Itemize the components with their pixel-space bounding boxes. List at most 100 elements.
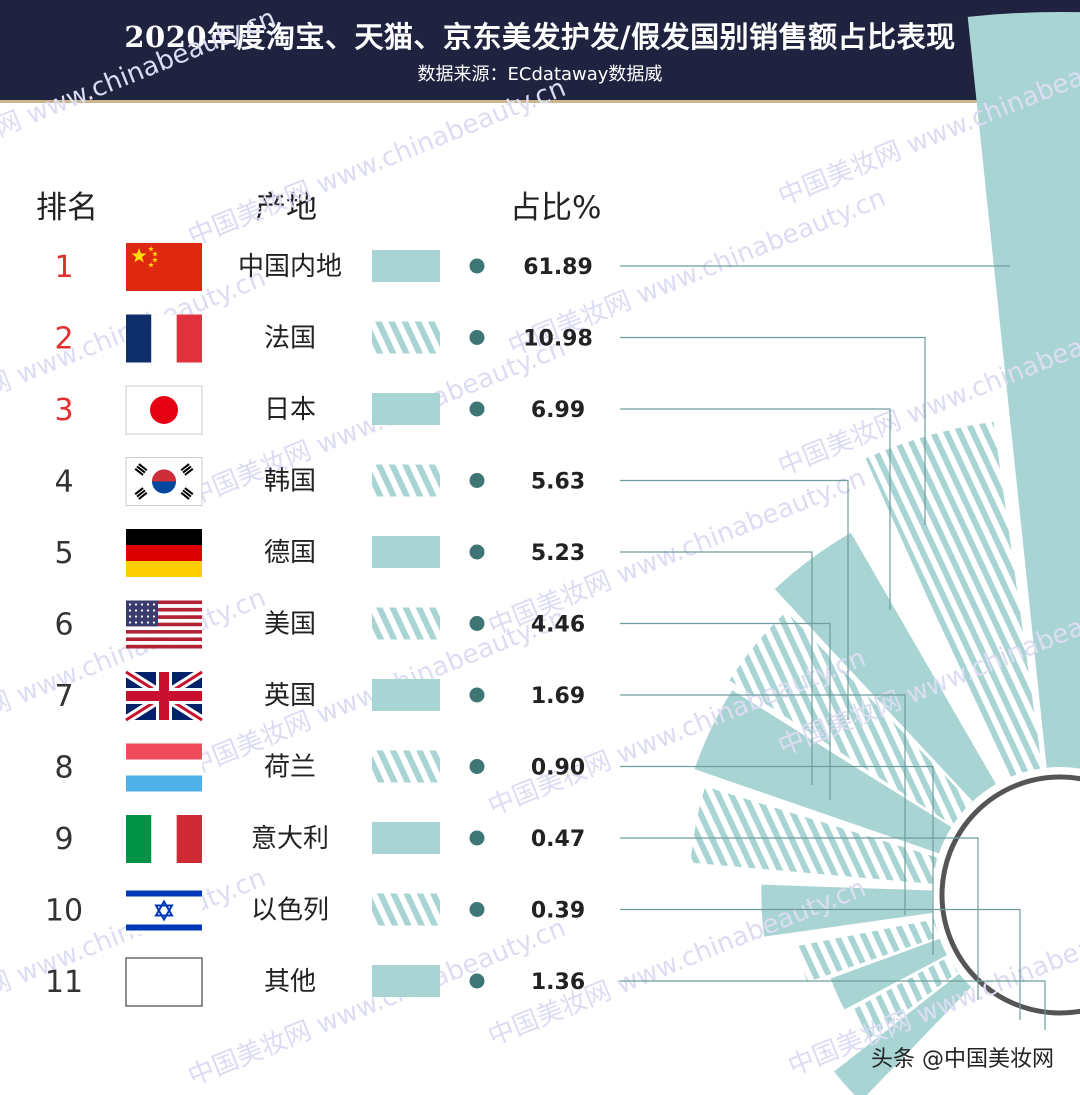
share-value: 10.98 [523,327,593,352]
watermark-text: 中国美妆网 www.chinabeauty.cn [184,73,570,252]
connector-line [620,479,849,720]
rank-label: 9 [54,822,73,857]
origin-label: 德国 [264,538,316,568]
header-divider [0,100,1080,103]
rank-label: 2 [54,322,73,357]
origin-label: 日本 [264,395,316,425]
rank-label: 1 [54,250,73,285]
share-value: 5.23 [531,541,585,566]
legend-swatch [372,893,440,926]
rank-label: 3 [54,393,73,428]
bullet-dot [469,973,485,989]
radial-sector [851,957,958,1039]
radial-sector [830,938,947,1010]
germany-flag-icon [126,529,202,577]
radial-sector [690,786,938,884]
korea-flag-icon [125,457,203,506]
japan-flag-icon [125,385,203,435]
legend-swatch [372,607,440,640]
origin-label: 韩国 [264,467,316,497]
connector-line [620,837,979,1000]
israel-flag-icon [126,886,202,935]
origin-label: 美国 [264,610,316,640]
share-value: 1.69 [531,684,585,709]
share-value: 0.47 [531,827,585,852]
connector-line [620,551,813,785]
share-value: 4.46 [531,613,585,638]
origin-label: 意大利 [251,824,329,854]
bullet-dot [469,902,485,917]
legend-swatch [372,822,440,854]
rank-label: 10 [45,894,83,929]
column-header-origin: 产地 [255,190,317,226]
radial-sector [729,611,972,826]
usa-flag-icon [126,600,202,649]
bullet-dot [469,687,485,703]
page-title: 2020年度淘宝、天猫、京东美发护发/假发国别销售额占比表现 [124,20,956,54]
radial-sector [967,12,1080,769]
watermark-text: 中国美妆网 www.chinabeauty.cn [0,3,280,182]
connector-line [620,408,891,610]
share-value: 0.90 [531,756,585,781]
legend-swatch [372,536,440,568]
bullet-dot [469,616,485,631]
netherlands-flag-icon [126,743,202,792]
rank-label: 8 [54,751,73,786]
china-flag-icon [126,243,202,291]
bullet-dot [469,830,485,846]
origin-label: 中国内地 [238,252,342,282]
column-header-rank: 排名 [36,190,98,226]
legend-swatch [372,393,440,425]
table-row: 11 其他 1.36 [45,957,585,1007]
share-value: 5.63 [531,470,585,495]
radial-sector [774,532,996,802]
radial-center [939,774,1080,1016]
data-source: 数据来源：ECdataway数据威 [417,64,663,85]
bullet-dot [469,759,485,774]
connector-line [620,694,906,915]
radial-sector [694,690,952,854]
header-bar [0,0,1080,100]
table-row: 10 以色列 0.39 [45,886,585,935]
bullet-dot [469,330,485,345]
italy-flag-icon [126,815,202,863]
bullet-dot [469,473,485,488]
column-header-share: 占比% [510,190,602,226]
legend-swatch [372,464,440,497]
connector-line [620,765,934,955]
table-row: 2 法国 10.98 [54,314,593,363]
connector-line [620,622,831,800]
table-row: 6 美国 4.46 [54,600,585,649]
rank-label: 6 [54,608,73,643]
origin-label: 荷兰 [264,753,316,783]
france-flag-icon [126,314,202,363]
table-row: 4 韩国 5.63 [54,457,585,506]
table-row: 3 日本 6.99 [54,385,585,435]
rank-label: 4 [54,465,73,500]
radial-sector [797,919,939,983]
origin-label: 其他 [264,967,316,997]
legend-swatch [372,679,440,711]
blank-flag-icon [125,957,203,1007]
table-row: 5 德国 5.23 [54,529,585,577]
origin-label: 法国 [264,324,316,354]
radial-sector [761,884,934,937]
share-value: 61.89 [523,255,593,280]
table-row: 8 荷兰 0.90 [54,743,585,792]
legend-swatch [372,750,440,783]
rank-label: 5 [54,536,73,571]
table-row: 9 意大利 0.47 [54,815,585,863]
legend-swatch [372,250,440,282]
legend-swatch [372,965,440,997]
watermark-text: 中国美妆网 www.chinabeauty.cn [184,913,570,1092]
legend-swatch [372,321,440,354]
share-value: 0.39 [531,899,585,924]
radial-sector [865,421,1043,779]
table-row: 1 中国内地 61.89 [54,243,593,291]
data-rows: 1 中国内地 61.89 2 法国 10.98 3 日本 6.99 4 韩国 5.63 5 德国 5.23 6… [45,243,593,1007]
connector-line [620,908,1021,1020]
footer-credit: 头条 @中国美妆网 [871,1047,1054,1072]
origin-label: 以色列 [251,896,329,926]
share-value: 1.36 [531,970,585,995]
